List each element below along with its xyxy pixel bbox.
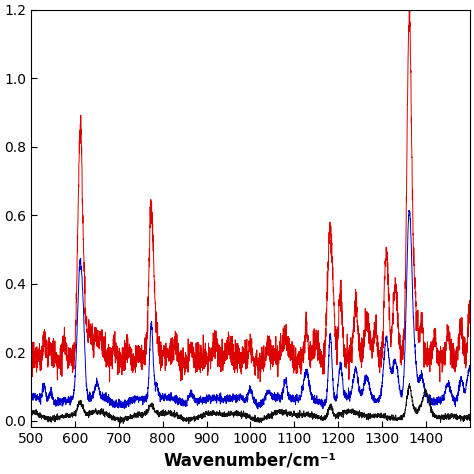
X-axis label: Wavenumber/cm⁻¹: Wavenumber/cm⁻¹ <box>164 452 337 470</box>
